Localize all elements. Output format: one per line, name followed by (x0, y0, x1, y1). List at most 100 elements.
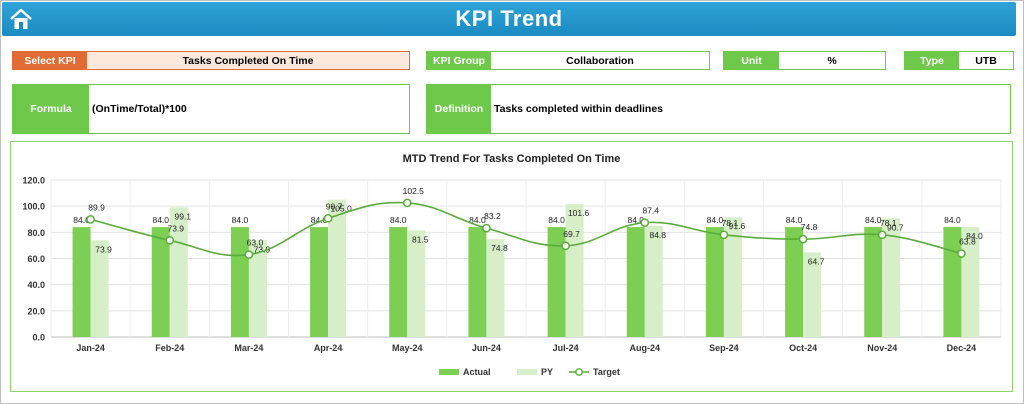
py-data-label: 64.7 (808, 256, 825, 266)
target-data-label: 87.4 (642, 206, 659, 216)
select-kpi-field[interactable]: Select KPI Tasks Completed On Time (12, 51, 410, 70)
py-bar (565, 204, 584, 337)
kpi-group-value: Collaboration (491, 52, 709, 69)
unit-field: Unit % (723, 51, 886, 70)
actual-bar (310, 227, 329, 337)
py-bar (90, 240, 109, 337)
actual-data-label: 84.0 (944, 215, 961, 225)
py-data-label: 74.8 (491, 243, 508, 253)
target-point (86, 215, 95, 224)
x-tick-label: Aug-24 (629, 343, 660, 353)
target-point (402, 198, 412, 208)
actual-data-label: 84.0 (627, 215, 644, 225)
actual-bar (151, 227, 170, 337)
target-data-label: 89.9 (88, 202, 105, 212)
py-data-label: 101.6 (568, 208, 590, 218)
target-point (957, 249, 966, 258)
kpi-group-label: KPI Group (427, 52, 491, 69)
py-data-label: 84.8 (649, 230, 666, 240)
unit-label: Unit (724, 52, 779, 69)
definition-value: Tasks completed within deadlines (494, 103, 664, 115)
definition-label: Definition (427, 85, 491, 133)
target-data-label: 83.2 (484, 211, 501, 221)
legend-label-actual: Actual (463, 367, 491, 377)
py-data-label: 105.0 (330, 204, 352, 214)
formula-box: Formula (OnTime/Total)*100 (12, 84, 410, 134)
home-icon[interactable] (8, 6, 34, 32)
py-bar (407, 230, 426, 337)
py-bar (486, 239, 505, 337)
target-data-label: 78.1 (880, 218, 897, 228)
target-point (877, 230, 887, 240)
x-tick-label: Mar-24 (234, 343, 263, 353)
actual-data-label: 84.0 (707, 215, 724, 225)
actual-bar (864, 227, 883, 337)
actual-bar (72, 227, 91, 337)
x-tick-label: Oct-24 (789, 343, 817, 353)
page-title: KPI Trend (455, 6, 563, 31)
x-tick-label: Jun-24 (472, 343, 501, 353)
legend-swatch-actual (439, 369, 459, 375)
x-tick-label: Dec-24 (947, 343, 977, 353)
y-tick-label: 80.0 (27, 228, 45, 238)
unit-value: % (779, 52, 885, 69)
x-tick-label: May-24 (392, 343, 423, 353)
chart-title: MTD Trend For Tasks Completed On Time (402, 153, 621, 165)
select-kpi-value[interactable]: Tasks Completed On Time (87, 52, 409, 69)
x-tick-label: Feb-24 (155, 343, 184, 353)
target-data-label: 90.7 (326, 201, 343, 211)
actual-bar (785, 227, 804, 337)
actual-data-label: 84.0 (311, 215, 328, 225)
actual-data-label: 84.0 (548, 215, 565, 225)
py-bar (169, 207, 188, 337)
x-tick-label: Apr-24 (314, 343, 343, 353)
x-tick-label: Nov-24 (867, 343, 897, 353)
actual-data-label: 84.0 (786, 215, 803, 225)
legend-label-py: PY (541, 367, 553, 377)
py-data-label: 99.1 (174, 211, 191, 221)
py-bar (328, 199, 347, 337)
py-data-label: 73.9 (254, 244, 271, 254)
target-data-label: 102.5 (403, 186, 425, 196)
target-point (719, 230, 729, 240)
py-data-label: 84.0 (966, 231, 983, 241)
target-data-label: 78.1 (722, 218, 739, 228)
x-tick-label: Jan-24 (76, 343, 105, 353)
target-data-label: 63.0 (247, 238, 264, 248)
target-point (482, 223, 491, 233)
target-data-label: 73.9 (167, 223, 184, 233)
formula-label: Formula (13, 85, 89, 133)
target-data-label: 69.7 (563, 229, 580, 239)
actual-bar (389, 227, 408, 337)
py-bar (882, 218, 901, 337)
py-data-label: 73.9 (95, 244, 112, 254)
formula-value: (OnTime/Total)*100 (92, 103, 187, 115)
y-tick-label: 60.0 (27, 254, 45, 264)
definition-box: Definition Tasks completed within deadli… (426, 84, 1011, 134)
actual-data-label: 84.0 (152, 215, 169, 225)
actual-bar (626, 227, 645, 337)
actual-data-label: 84.0 (469, 215, 486, 225)
target-point (165, 235, 175, 245)
y-tick-label: 40.0 (27, 280, 45, 290)
actual-bar (943, 227, 962, 337)
py-bar (961, 227, 980, 337)
target-data-label: 63.8 (959, 237, 976, 247)
y-tick-label: 0.0 (32, 333, 45, 343)
y-tick-label: 20.0 (27, 306, 45, 316)
trend-chart: MTD Trend For Tasks Completed On Time 0.… (10, 141, 1013, 392)
type-value: UTB (959, 52, 1013, 69)
actual-data-label: 84.0 (73, 215, 90, 225)
py-bar (248, 240, 267, 337)
py-data-label: 91.6 (729, 221, 746, 231)
type-label: Type (905, 52, 959, 69)
actual-bar (468, 227, 487, 337)
chart-svg: 0.020.040.060.080.0100.0120.0Jan-2484.07… (22, 176, 1002, 377)
py-bar (723, 217, 742, 337)
target-point (798, 234, 808, 244)
type-field: Type UTB (904, 51, 1014, 70)
kpi-group-field: KPI Group Collaboration (426, 51, 710, 70)
actual-data-label: 84.0 (390, 215, 407, 225)
target-point (561, 241, 570, 251)
select-kpi-label: Select KPI (13, 52, 87, 69)
